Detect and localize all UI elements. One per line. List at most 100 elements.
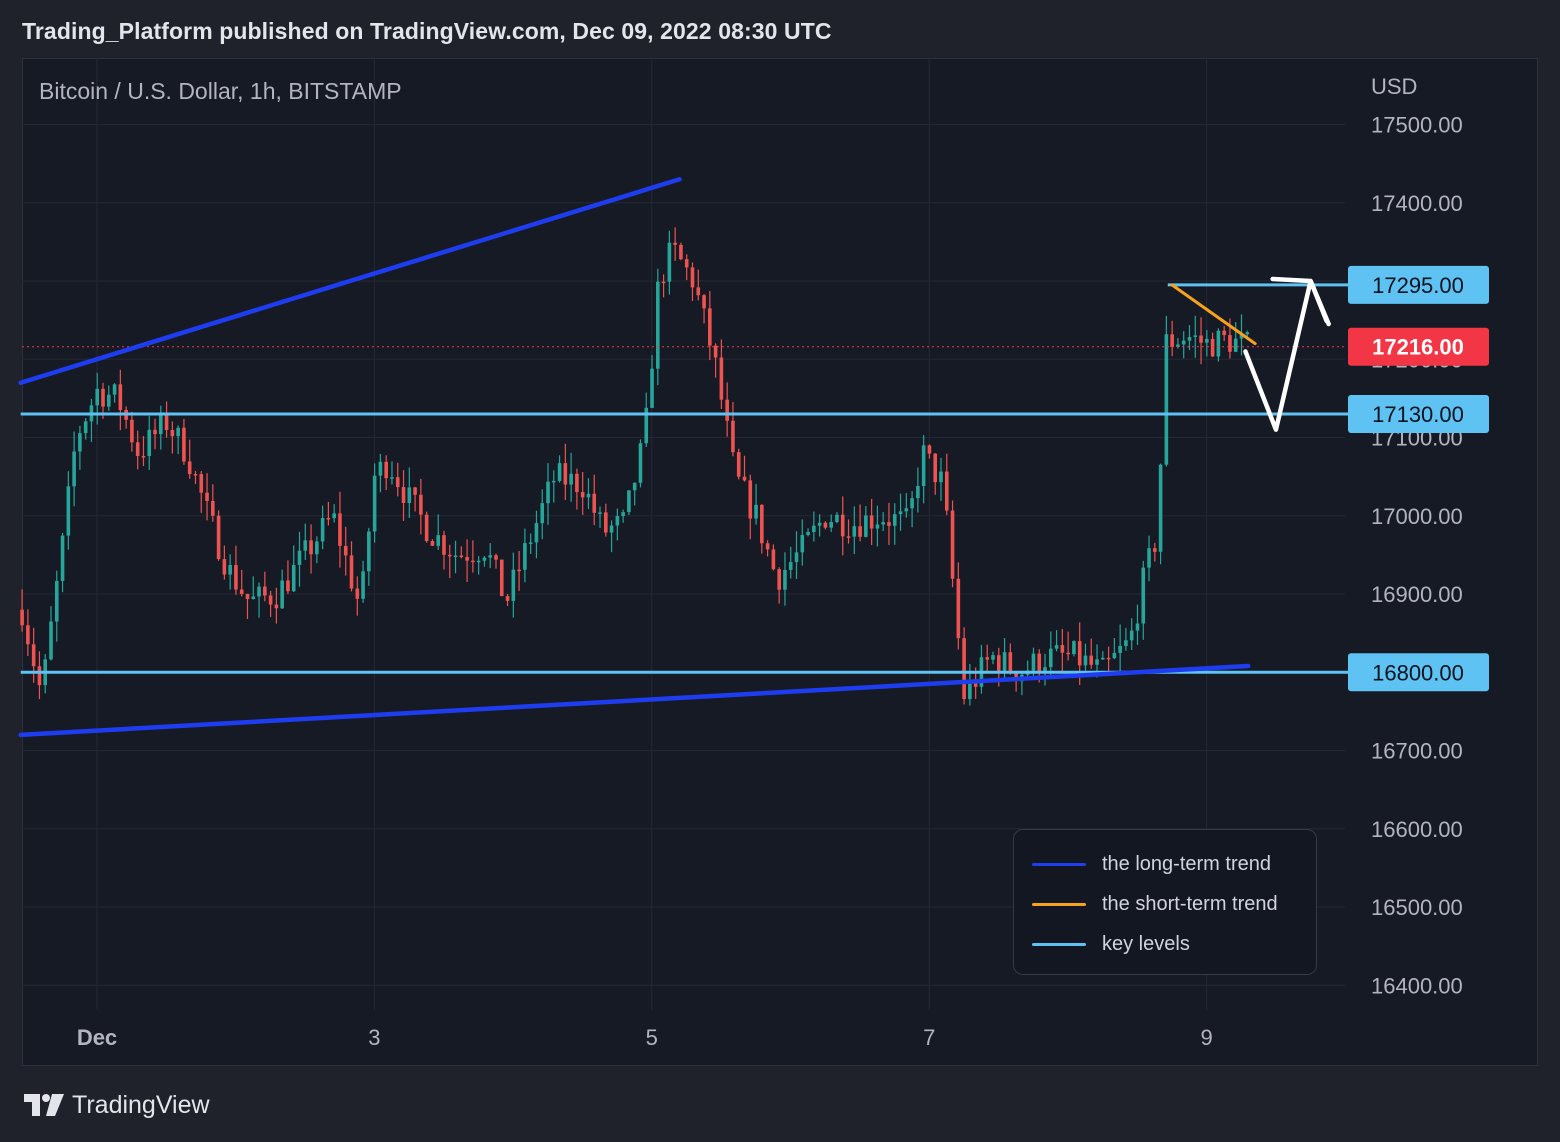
candle-body bbox=[702, 295, 706, 309]
candle-body bbox=[419, 494, 423, 515]
candle-body bbox=[78, 433, 82, 452]
candle-body bbox=[326, 517, 331, 520]
candle-body bbox=[644, 407, 649, 444]
candle-body bbox=[1072, 641, 1076, 655]
candle-body bbox=[239, 589, 244, 594]
candle-body bbox=[384, 461, 388, 479]
candle-body bbox=[731, 420, 735, 453]
candle-body bbox=[291, 564, 296, 592]
x-tick-label: 5 bbox=[646, 1025, 658, 1050]
candle-body bbox=[921, 445, 926, 487]
candle-body bbox=[806, 532, 810, 535]
candle-body bbox=[898, 511, 903, 515]
candle-body bbox=[546, 481, 550, 504]
candle-body bbox=[852, 526, 857, 537]
candle-body bbox=[528, 542, 533, 544]
candle-body bbox=[661, 281, 666, 284]
candle-body bbox=[1083, 655, 1088, 666]
projection-path bbox=[1243, 278, 1331, 432]
candle-body bbox=[719, 357, 724, 400]
candle-body bbox=[956, 578, 961, 639]
long-term-trend-line bbox=[18, 663, 1251, 738]
candle-body bbox=[713, 345, 718, 358]
candle-body bbox=[667, 242, 672, 282]
candle-body bbox=[673, 242, 677, 245]
candle-body bbox=[742, 476, 747, 481]
candle-body bbox=[627, 490, 631, 513]
candle-body bbox=[881, 522, 885, 525]
candle-body bbox=[1089, 655, 1094, 665]
candle-body bbox=[557, 463, 562, 481]
candle-body bbox=[83, 421, 88, 434]
candle-body bbox=[1210, 338, 1215, 357]
legend-item-key-levels: key levels bbox=[1032, 932, 1190, 956]
price-badge bbox=[1348, 653, 1489, 692]
candle-body bbox=[424, 514, 429, 542]
candle-body bbox=[1205, 338, 1209, 343]
candle-body bbox=[679, 244, 683, 260]
candle-body bbox=[263, 586, 267, 596]
candle-body bbox=[569, 473, 573, 485]
price-badge bbox=[1348, 327, 1489, 366]
candle-body bbox=[338, 513, 342, 546]
candle-body bbox=[534, 523, 539, 543]
candle-body bbox=[598, 512, 602, 514]
candle-body bbox=[268, 595, 273, 605]
candle-body bbox=[996, 655, 1001, 673]
candle-body bbox=[49, 621, 53, 660]
candle-body bbox=[1164, 334, 1169, 465]
candle-body bbox=[933, 453, 938, 483]
candle-body bbox=[563, 463, 568, 485]
candle-body bbox=[1054, 645, 1059, 649]
candle-body bbox=[603, 512, 608, 533]
candle-body bbox=[297, 550, 302, 565]
tradingview-logo[interactable]: TradingView bbox=[22, 1090, 210, 1120]
candle-body bbox=[869, 515, 874, 529]
candle-body bbox=[176, 427, 180, 437]
candle-body bbox=[580, 492, 585, 498]
candle-body bbox=[725, 399, 729, 421]
y-tick-label: 16700.00 bbox=[1371, 739, 1463, 764]
candle-body bbox=[696, 287, 701, 296]
candle-body bbox=[823, 522, 828, 528]
legend-item-short-term: the short-term trend bbox=[1032, 892, 1278, 916]
candle-body bbox=[1014, 671, 1018, 682]
candle-body bbox=[170, 429, 175, 437]
candle-body bbox=[315, 541, 319, 555]
candle-body bbox=[939, 471, 943, 483]
candle-body bbox=[465, 557, 469, 561]
candle-body bbox=[650, 368, 654, 408]
legend: the long-term trend the short-term trend… bbox=[1013, 829, 1317, 975]
candle-body bbox=[407, 487, 412, 503]
candle-body bbox=[349, 555, 354, 589]
symbol-title: Bitcoin / U.S. Dollar, 1h, BITSTAMP bbox=[39, 78, 402, 104]
candle-body bbox=[1193, 335, 1198, 338]
price-badges: 17295.00 17130.00 16800.00 17216.00 bbox=[1348, 265, 1489, 692]
candle-body bbox=[401, 487, 406, 503]
candle-body bbox=[222, 559, 227, 575]
candle-body bbox=[274, 604, 279, 609]
candle-body bbox=[621, 512, 625, 517]
candle-body bbox=[754, 504, 758, 519]
candle-body bbox=[1043, 667, 1047, 673]
candle-body bbox=[101, 388, 105, 407]
candle-body bbox=[234, 565, 238, 590]
candle-body bbox=[182, 427, 186, 462]
candle-body bbox=[748, 480, 753, 519]
legend-label: the short-term trend bbox=[1102, 892, 1278, 915]
page-title: Trading_Platform published on TradingVie… bbox=[22, 18, 832, 44]
candle-body bbox=[910, 498, 914, 509]
candle-body bbox=[887, 522, 891, 526]
candle-body bbox=[985, 657, 990, 660]
brand-name: TradingView bbox=[72, 1090, 210, 1119]
x-tick-label: 3 bbox=[368, 1025, 380, 1050]
candle-body bbox=[72, 451, 76, 487]
candle-body bbox=[193, 474, 198, 476]
candle-body bbox=[684, 259, 689, 268]
candle-body bbox=[586, 493, 591, 498]
candle-body bbox=[112, 384, 117, 395]
candle-body bbox=[205, 492, 209, 501]
candle-body bbox=[840, 514, 845, 537]
candle-body bbox=[1153, 548, 1157, 552]
